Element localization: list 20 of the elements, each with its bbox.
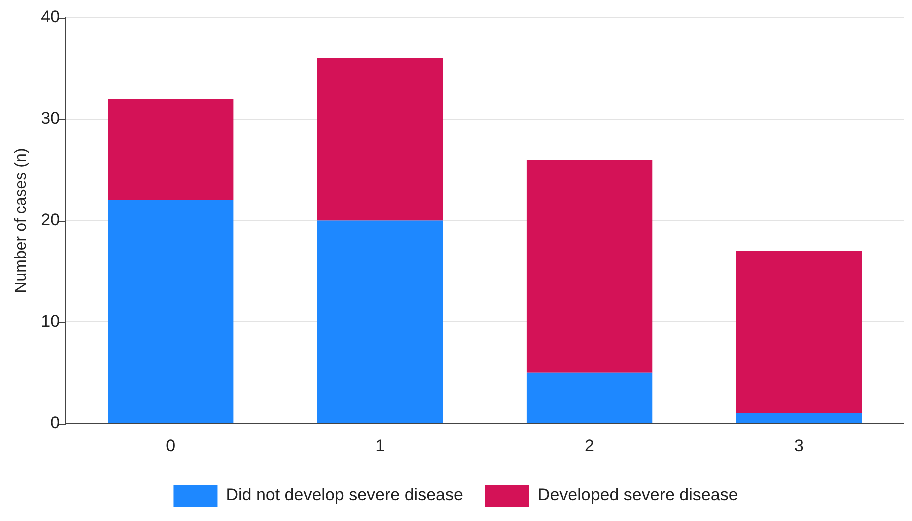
y-tick-label: 30	[41, 109, 60, 128]
bar	[108, 99, 234, 201]
bar	[736, 251, 862, 414]
y-tick-label: 10	[41, 312, 60, 331]
bar	[317, 220, 444, 424]
bar	[108, 200, 234, 424]
bar	[526, 372, 653, 424]
y-tick-label: 40	[41, 8, 60, 27]
bar	[317, 58, 444, 221]
legend-label: Developed severe disease	[538, 486, 738, 505]
y-tick-label: 0	[50, 413, 60, 432]
x-tick-label: 3	[794, 436, 804, 456]
x-tick-label: 0	[166, 436, 176, 456]
bar	[526, 160, 653, 373]
legend-label: Did not develop severe disease	[226, 486, 464, 505]
x-tick-label: 1	[376, 436, 386, 456]
y-axis-title: Number of cases (n)	[13, 148, 30, 294]
y-tick-label: 20	[41, 210, 60, 230]
bar	[736, 413, 862, 424]
x-tick-label: 2	[585, 436, 595, 456]
